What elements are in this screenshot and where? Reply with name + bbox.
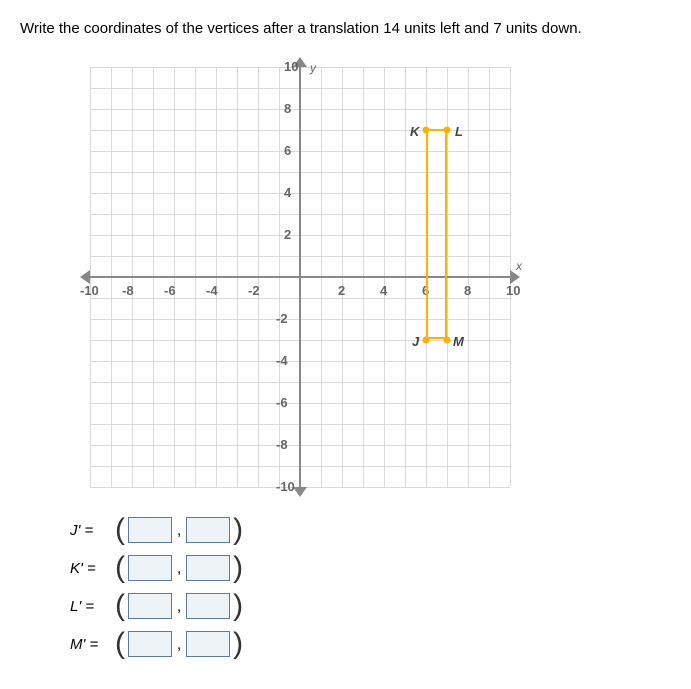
x-tick-label: 2	[338, 283, 345, 298]
coord-x-input[interactable]	[128, 593, 172, 619]
question-text: Write the coordinates of the vertices af…	[20, 20, 671, 37]
y-tick-label: -6	[276, 395, 288, 410]
vertex-point	[444, 337, 451, 344]
answer-label: J' =	[70, 522, 115, 539]
coord-y-input[interactable]	[186, 631, 230, 657]
paren-close: )	[233, 556, 243, 580]
x-tick-label: 10	[506, 283, 520, 298]
coord-y-input[interactable]	[186, 517, 230, 543]
vertex-point	[444, 127, 451, 134]
vertex-label: L	[455, 124, 463, 139]
coord-x-input[interactable]	[128, 517, 172, 543]
y-tick-label: -10	[276, 479, 295, 494]
shape-edge	[426, 129, 428, 339]
paren-open: (	[115, 632, 125, 656]
paren-close: )	[233, 632, 243, 656]
paren-open: (	[115, 594, 125, 618]
y-tick-label: -2	[276, 311, 288, 326]
paren-open: (	[115, 556, 125, 580]
coord-x-input[interactable]	[128, 555, 172, 581]
vertex-label: K	[410, 124, 419, 139]
y-axis	[299, 67, 301, 487]
coord-x-input[interactable]	[128, 631, 172, 657]
answer-label: K' =	[70, 560, 115, 577]
x-tick-label: -2	[248, 283, 260, 298]
vertex-point	[423, 337, 430, 344]
x-tick-label: -10	[80, 283, 99, 298]
paren-close: )	[233, 518, 243, 542]
coord-y-input[interactable]	[186, 593, 230, 619]
y-tick-label: -4	[276, 353, 288, 368]
answer-section: J' =(,)K' =(,)L' =(,)M' =(,)	[70, 517, 671, 657]
answer-row: J' =(,)	[70, 517, 671, 543]
answer-row: L' =(,)	[70, 593, 671, 619]
shape-edge	[445, 129, 447, 339]
vertex-label: J	[412, 334, 419, 349]
paren-open: (	[115, 518, 125, 542]
comma: ,	[177, 522, 181, 539]
paren-close: )	[233, 594, 243, 618]
comma: ,	[177, 636, 181, 653]
axis-arrow	[80, 270, 90, 284]
answer-row: K' =(,)	[70, 555, 671, 581]
comma: ,	[177, 598, 181, 615]
x-tick-label: 4	[380, 283, 387, 298]
y-tick-label: 6	[284, 143, 291, 158]
answer-label: L' =	[70, 598, 115, 615]
y-tick-label: 8	[284, 101, 291, 116]
x-tick-label: -4	[206, 283, 218, 298]
axis-arrow	[293, 487, 307, 497]
answer-row: M' =(,)	[70, 631, 671, 657]
vertex-label: M	[453, 334, 464, 349]
x-tick-label: 8	[464, 283, 471, 298]
y-tick-label: 4	[284, 185, 291, 200]
x-axis-label: x	[516, 259, 522, 273]
comma: ,	[177, 560, 181, 577]
x-tick-label: -6	[164, 283, 176, 298]
x-tick-label: -8	[122, 283, 134, 298]
answer-label: M' =	[70, 636, 115, 653]
coord-y-input[interactable]	[186, 555, 230, 581]
y-tick-label: -8	[276, 437, 288, 452]
coordinate-graph: -10-8-6-4-2246810-10-8-6-4-2246810yxKLMJ	[70, 57, 530, 497]
y-axis-label: y	[310, 61, 316, 75]
vertex-point	[423, 127, 430, 134]
y-tick-label: 10	[284, 59, 298, 74]
y-tick-label: 2	[284, 227, 291, 242]
